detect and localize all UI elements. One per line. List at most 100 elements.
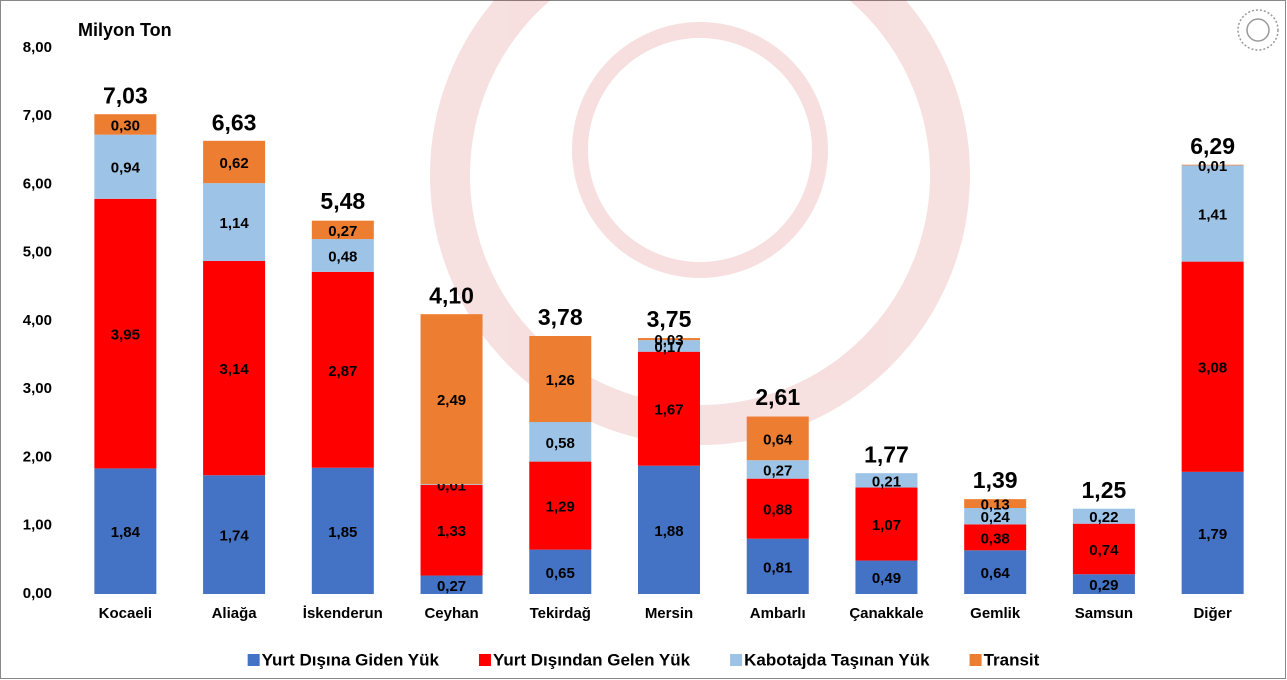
bar-segment [94,134,157,199]
bar-segment [1072,508,1135,524]
data-label: 1,67 [654,402,683,419]
total-label: 7,03 [103,82,148,108]
bar-segment [420,314,483,485]
y-tick-label: 2,00 [23,448,52,465]
bar-segment [746,460,809,479]
data-label: 0,22 [1089,509,1118,526]
y-tick-label: 3,00 [23,380,52,397]
legend-swatch [478,654,491,666]
bar-segment [855,487,918,561]
total-label: 2,61 [755,384,800,410]
data-label: 1,85 [328,524,357,541]
legend-label: Transit [984,650,1040,669]
total-label: 3,75 [647,306,692,332]
bar-segment [529,422,592,462]
bar-segment [855,560,918,594]
data-label: 1,14 [219,215,249,232]
data-label: 0,58 [546,435,575,452]
y-tick-label: 6,00 [23,175,52,192]
data-label: 1,07 [872,517,901,534]
data-label: 0,64 [981,565,1011,582]
bar-segment [311,467,374,594]
data-label: 1,84 [111,524,141,541]
total-label: 3,78 [538,304,583,330]
bar-segment [420,484,483,576]
data-label: 1,88 [654,523,683,540]
bar-segment [94,198,157,469]
logo [1237,9,1279,51]
data-label: 0,48 [328,248,357,265]
y-tick-label: 5,00 [23,244,52,261]
bar-segment [746,478,809,539]
total-label: 6,63 [212,110,257,136]
bar-segment [1072,523,1135,575]
x-tick-label: Aliağa [212,605,258,622]
y-tick-label: 8,00 [23,39,52,56]
bar-segment [203,475,266,594]
data-label: 2,49 [437,392,466,409]
bar-segment [94,114,157,135]
y-tick-label: 1,00 [23,517,52,534]
bar-segment [311,271,374,468]
bar-segment [203,183,266,261]
data-label: 0,38 [981,530,1010,547]
data-label: 0,27 [763,462,792,479]
data-label: 0,30 [111,117,140,134]
y-tick-label: 0,00 [23,585,52,602]
bar-segment [529,461,592,550]
data-label: 1,29 [546,499,575,516]
data-label: 0,03 [654,332,683,349]
x-tick-label: Kocaeli [99,605,152,622]
bar-segment [203,260,266,476]
bar-segment [529,549,592,594]
bar-segment [203,140,266,184]
total-label: 1,25 [1082,477,1127,503]
data-label: 3,95 [111,327,140,344]
data-label: 0,21 [872,473,901,490]
bar-segment [529,336,592,423]
legend-swatch [969,654,982,666]
x-tick-label: İskenderun [303,605,383,622]
data-label: 0,94 [111,160,141,177]
data-label: 0,64 [763,431,793,448]
data-label: 0,74 [1089,542,1119,559]
total-label: 6,29 [1190,133,1235,159]
bar-segment [94,468,157,594]
bar-segment [638,465,700,594]
x-tick-label: Tekirdağ [530,605,591,622]
bar-segment [1181,165,1244,262]
data-label: 0,81 [763,559,792,576]
legend-label: Kabotajda Taşınan Yük [744,650,930,669]
bar-segment [1072,574,1135,594]
data-label: 1,26 [546,372,575,389]
bar-segment [638,338,700,341]
bar-segment [638,351,700,466]
total-label: 1,39 [973,467,1018,493]
bar-segment [1181,164,1244,166]
x-tick-label: Ceyhan [424,605,478,622]
data-label: 2,87 [328,363,357,380]
legend-label: Yurt Dışına Giden Yük [262,650,440,669]
x-tick-label: Samsun [1075,605,1133,622]
data-label: 0,88 [763,502,792,519]
y-tick-label: 4,00 [23,312,52,329]
x-tick-label: Diğer [1193,605,1232,622]
data-label: 3,14 [219,361,249,378]
data-label: 0,49 [872,570,901,587]
data-label: 1,33 [437,523,466,540]
bar-segment [1181,261,1244,472]
bar-segment [420,575,483,594]
data-label: 0,29 [1089,577,1118,594]
data-label: 0,01 [1198,158,1227,175]
x-tick-label: Mersin [645,605,693,622]
data-label: 0,27 [437,578,466,595]
bar-segment [964,550,1027,594]
data-label: 3,08 [1198,360,1227,377]
bar-segment [964,508,1027,525]
x-tick-label: Gemlik [970,605,1021,622]
bar-segment [746,416,809,461]
data-label: 0,62 [219,155,248,172]
data-label: 0,17 [654,339,683,356]
y-axis-title: Milyon Ton [78,20,172,40]
total-label: 4,10 [429,282,474,308]
